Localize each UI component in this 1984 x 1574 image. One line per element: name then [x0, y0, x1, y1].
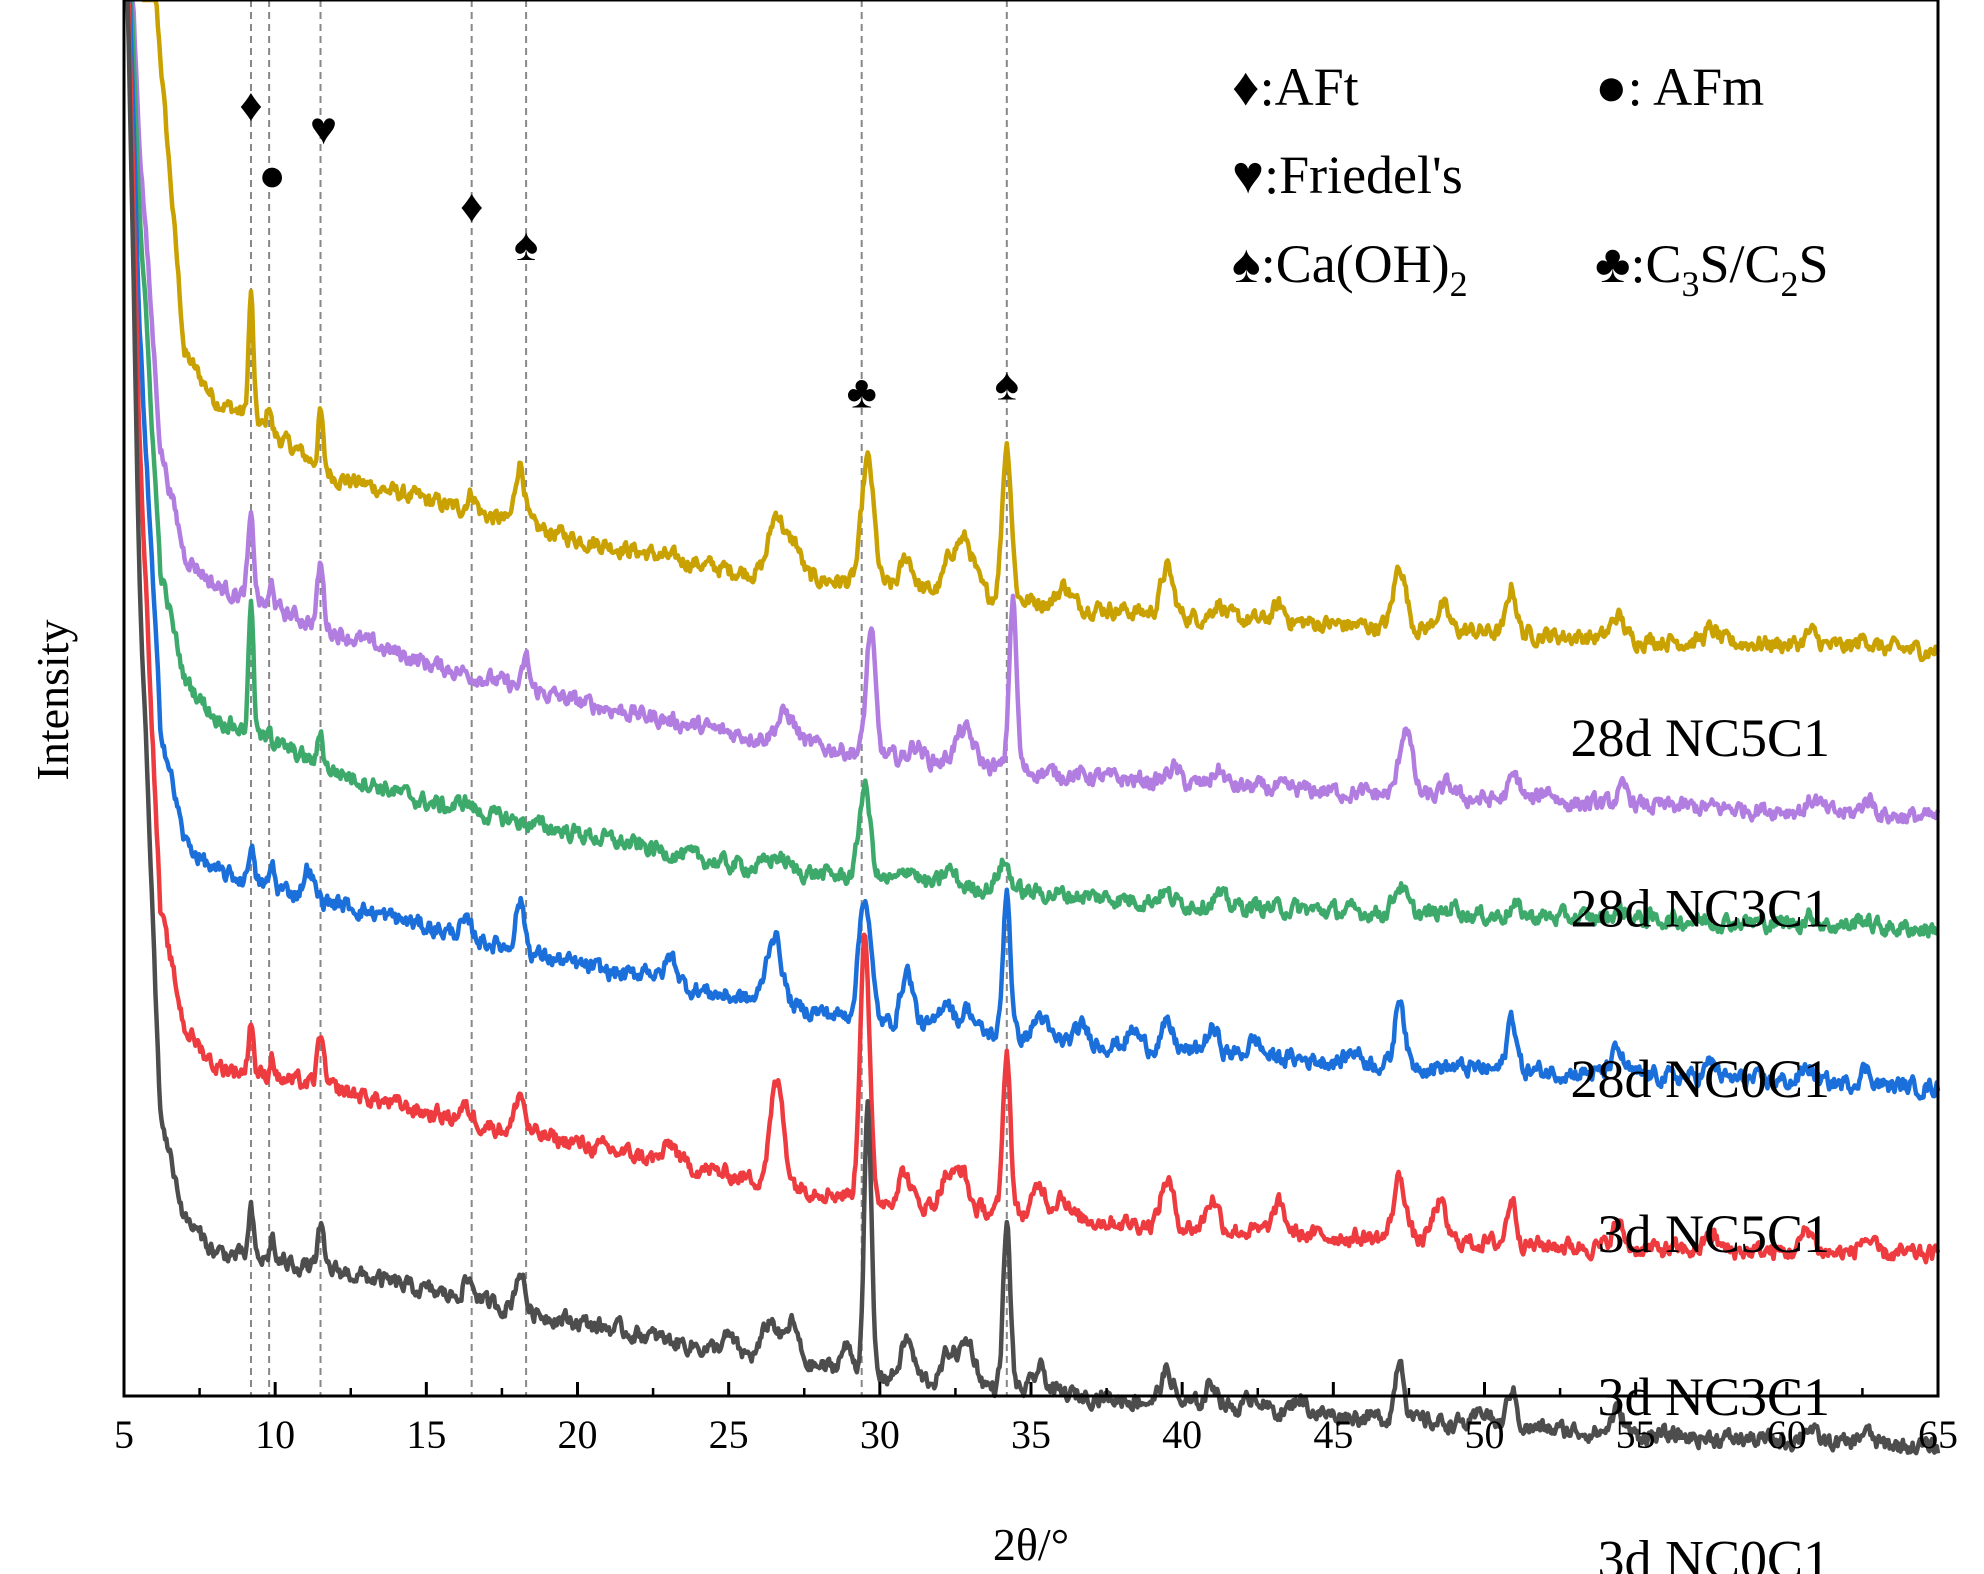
- x-tick-label-55: 55: [1616, 1412, 1656, 1457]
- legend-entry-aft: ♦:AFt: [1232, 57, 1359, 117]
- x-tick-label-15: 15: [406, 1412, 446, 1457]
- series-line-28d-nc3c1: [122, 0, 1941, 825]
- x-tick-label-65: 65: [1918, 1412, 1958, 1457]
- legend-entry-caoh2: ♠:Ca(OH)2: [1232, 234, 1468, 304]
- x-tick-label-40: 40: [1162, 1412, 1202, 1457]
- legend-sub2-c3s-c2s: 2: [1781, 264, 1799, 304]
- phase-marker-0: ♦: [239, 80, 262, 131]
- phase-markers: ♦ ● ♥ ♦ ♠ ♣ ♠: [239, 80, 1019, 418]
- legend-symbol-caoh2: ♠: [1232, 234, 1261, 294]
- legend-end-c3s-c2s: S: [1799, 234, 1829, 294]
- legend-symbol-friedels: ♥: [1232, 145, 1264, 205]
- x-axis-ticks: 5 10 15 20 25 30 35 40 45 50 55 60 65: [114, 1382, 1958, 1457]
- plot-frame: [122, 0, 1940, 1398]
- legend-mid-c3s-c2s: S/C: [1699, 234, 1780, 294]
- series-label-28d-nc5c1: 28d NC5C1: [1570, 708, 1830, 768]
- series-line-28d-nc5c1: [141, 0, 1940, 663]
- phase-marker-6: ♠: [995, 359, 1019, 410]
- series-label-28d-nc0c1: 28d NC0C1: [1570, 1049, 1830, 1109]
- series-line-3d-nc3c1: [122, 0, 1941, 1265]
- series-group: [122, 0, 1941, 1456]
- legend-text-afm: : AFm: [1628, 57, 1765, 117]
- legend: ♦:AFt ●: AFm ♥:Friedel's ♠:Ca(OH)2 ♣:C3S…: [1232, 57, 1829, 304]
- legend-text-friedels: :Friedel's: [1264, 145, 1463, 205]
- series-line-28d-nc0c1: [122, 0, 1940, 939]
- series-labels: 28d NC5C1 28d NC3C1 28d NC0C1 3d NC5C1 3d NC…: [1570, 708, 1830, 1574]
- legend-sub-caoh2: 2: [1450, 264, 1468, 304]
- x-tick-label-60: 60: [1767, 1412, 1807, 1457]
- legend-sub1-c3s-c2s: 3: [1681, 264, 1699, 304]
- legend-entry-afm: ●: AFm: [1595, 57, 1764, 117]
- phase-marker-5: ♣: [847, 366, 877, 417]
- legend-entry-friedels: ♥:Friedel's: [1232, 145, 1463, 205]
- x-tick-label-50: 50: [1465, 1412, 1505, 1457]
- phase-marker-4: ♠: [514, 219, 538, 270]
- phase-marker-3: ♦: [460, 180, 483, 231]
- x-axis-label: 2θ/°: [993, 1519, 1069, 1570]
- y-axis-label: Intensity: [27, 620, 78, 781]
- legend-symbol-aft: ♦: [1232, 57, 1260, 117]
- phase-marker-2: ♥: [310, 103, 337, 154]
- series-label-28d-nc3c1: 28d NC3C1: [1570, 879, 1830, 939]
- legend-symbol-c3s-c2s: ♣: [1595, 234, 1630, 294]
- legend-text-aft: :AFt: [1260, 57, 1359, 117]
- legend-entry-c3s-c2s: ♣:C3S/C2S: [1595, 234, 1829, 304]
- series-label-3d-nc5c1: 3d NC5C1: [1597, 1204, 1830, 1264]
- x-tick-label-5: 5: [114, 1412, 134, 1457]
- legend-text-c3s-c2s: :C: [1630, 234, 1681, 294]
- x-tick-label-10: 10: [255, 1412, 295, 1457]
- phase-marker-1: ●: [258, 149, 286, 200]
- x-tick-label-35: 35: [1011, 1412, 1051, 1457]
- legend-symbol-afm: ●: [1595, 57, 1628, 117]
- reference-lines: [249, 0, 1008, 1396]
- series-line-3d-nc0c1: [122, 0, 1941, 1456]
- x-tick-label-25: 25: [709, 1412, 749, 1457]
- x-tick-label-30: 30: [860, 1412, 900, 1457]
- x-tick-label-45: 45: [1313, 1412, 1353, 1457]
- series-line-3d-nc5c1: [122, 0, 1941, 1101]
- legend-text-caoh2: :Ca(OH): [1261, 234, 1450, 294]
- x-tick-label-20: 20: [558, 1412, 598, 1457]
- series-label-3d-nc0c1: 3d NC0C1: [1597, 1530, 1830, 1574]
